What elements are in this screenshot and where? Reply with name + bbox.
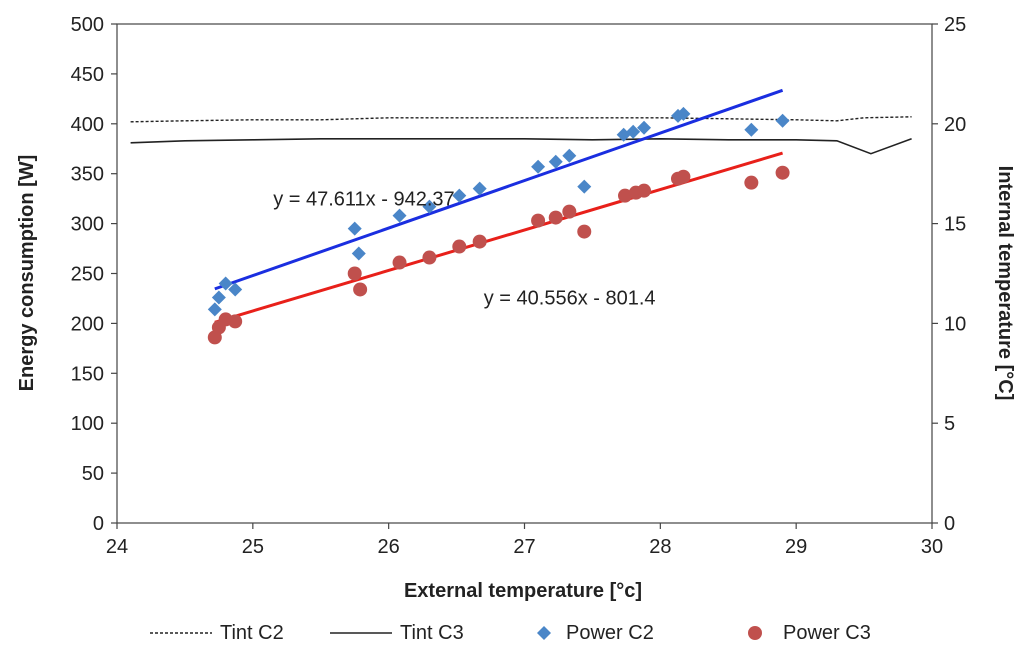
x-tick-label: 24 <box>106 536 128 558</box>
y-tick-label: 50 <box>82 463 104 485</box>
legend-label-tint-c2: Tint C2 <box>220 621 284 644</box>
x-tick-label: 30 <box>921 536 943 558</box>
data-point-power-c2 <box>637 120 652 135</box>
y-tick-label: 100 <box>71 413 104 435</box>
diamond-icon <box>537 626 551 640</box>
data-point-power-c3 <box>422 250 437 265</box>
data-point-power-c2 <box>351 246 366 261</box>
x-tick-label: 29 <box>785 536 807 558</box>
y-tick-label: 0 <box>93 513 104 535</box>
y2-tick-label: 15 <box>944 214 966 236</box>
x-tick-label: 25 <box>242 536 264 558</box>
data-point-power-c3 <box>637 183 652 198</box>
data-point-power-c2 <box>207 302 222 317</box>
data-point-power-c3 <box>618 188 633 203</box>
dotted-line-swatch <box>150 632 212 634</box>
x-axis-title: External temperature [°c] <box>404 580 642 602</box>
y2-tick-label: 0 <box>944 513 955 535</box>
y-tick-label: 400 <box>71 114 104 136</box>
data-point-power-c2 <box>392 208 407 223</box>
x-tick-label: 26 <box>378 536 400 558</box>
data-point-power-c3 <box>472 234 487 249</box>
trendline-equation: y = 40.556x - 801.4 <box>484 287 656 309</box>
legend-label-power-c3: Power C3 <box>783 621 871 644</box>
y-tick-label: 200 <box>71 313 104 335</box>
data-point-power-c2 <box>422 199 437 214</box>
x-tick-label: 27 <box>513 536 535 558</box>
data-point-power-c3 <box>562 204 577 219</box>
data-point-power-c2 <box>211 290 226 305</box>
data-point-power-c2 <box>452 188 467 203</box>
y-tick-label: 350 <box>71 164 104 186</box>
data-point-power-c2 <box>548 154 563 169</box>
data-point-power-c2 <box>626 124 641 139</box>
data-point-power-c3 <box>353 282 368 297</box>
data-point-power-c2 <box>218 276 233 291</box>
legend-item-tint-c3: Tint C3 <box>330 617 464 649</box>
data-point-power-c3 <box>548 210 563 225</box>
legend: Tint C2 Tint C3 Power C2 Power C3 <box>0 617 1024 649</box>
solid-line-swatch <box>330 632 392 634</box>
data-point-power-c2 <box>562 148 577 163</box>
y2-tick-label: 10 <box>944 313 966 335</box>
y2-tick-label: 5 <box>944 413 955 435</box>
data-point-power-c3 <box>392 255 407 270</box>
data-point-power-c3 <box>676 169 691 184</box>
legend-item-power-c3: Power C3 <box>735 617 871 649</box>
y-tick-label: 300 <box>71 214 104 236</box>
data-point-power-c3 <box>228 314 243 329</box>
data-point-power-c3 <box>577 224 592 239</box>
data-point-power-c2 <box>347 221 362 236</box>
data-point-power-c2 <box>472 181 487 196</box>
plot-frame <box>116 23 933 524</box>
data-point-power-c2 <box>775 113 790 128</box>
y-axis-title: Energy consumption [W] <box>16 155 38 392</box>
y-tick-label: 500 <box>71 14 104 36</box>
legend-item-tint-c2: Tint C2 <box>150 617 284 649</box>
series-line-tint-c3 <box>130 137 912 155</box>
y2-axis-title: Internal temperature [°C] <box>994 166 1016 401</box>
legend-item-power-c2: Power C2 <box>530 617 654 649</box>
data-point-power-c3 <box>775 165 790 180</box>
y-tick-label: 250 <box>71 264 104 286</box>
data-point-power-c2 <box>228 282 243 297</box>
plot-area: 0 50 100 150 200 250 300 350 400 450 500 0 5 10 15 20 25… <box>71 14 967 558</box>
data-point-power-c2 <box>577 179 592 194</box>
data-point-power-c3 <box>744 175 759 190</box>
legend-label-power-c2: Power C2 <box>566 621 654 644</box>
y2-tick-label: 25 <box>944 14 966 36</box>
circle-icon <box>748 626 762 640</box>
legend-label-tint-c3: Tint C3 <box>400 621 464 644</box>
y-tick-label: 450 <box>71 64 104 86</box>
data-point-power-c3 <box>531 213 546 228</box>
data-point-power-c2 <box>676 106 691 121</box>
data-point-power-c2 <box>531 159 546 174</box>
data-point-power-c3 <box>452 239 467 254</box>
trendline-power-c2 <box>214 88 784 291</box>
trendline-equation: y = 47.611x - 942.37 <box>273 189 454 211</box>
y2-tick-label: 20 <box>944 114 966 136</box>
y-tick-label: 150 <box>71 363 104 385</box>
series-line-tint-c2 <box>130 116 912 123</box>
x-tick-label: 28 <box>649 536 671 558</box>
data-point-power-c2 <box>744 122 759 137</box>
data-point-power-c3 <box>347 266 362 281</box>
